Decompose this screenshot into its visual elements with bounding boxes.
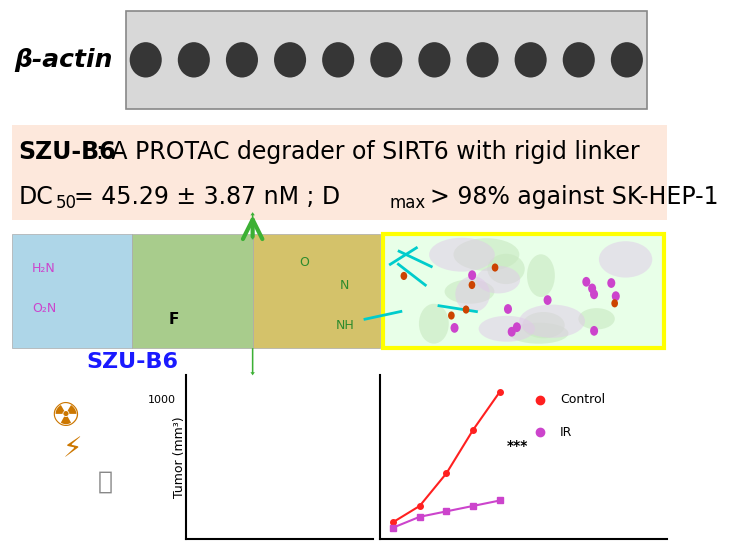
Ellipse shape [492,263,499,271]
Ellipse shape [509,323,568,344]
Text: max: max [390,194,426,212]
Ellipse shape [274,42,306,77]
Text: SZU-B6: SZU-B6 [19,140,116,164]
FancyBboxPatch shape [126,11,647,109]
Ellipse shape [504,304,512,314]
Text: DC: DC [19,184,53,208]
Ellipse shape [463,306,470,314]
Ellipse shape [468,270,476,280]
FancyBboxPatch shape [12,125,667,220]
Text: ☢: ☢ [50,400,80,432]
Ellipse shape [544,295,551,305]
Text: : A PROTAC degrader of SIRT6 with rigid linker: : A PROTAC degrader of SIRT6 with rigid … [95,140,639,164]
Text: NH: NH [336,319,355,332]
Ellipse shape [448,311,454,319]
Text: 💉: 💉 [98,469,113,493]
Ellipse shape [612,291,620,301]
Ellipse shape [454,238,519,271]
Ellipse shape [588,283,596,293]
Text: Tumor (mm³): Tumor (mm³) [172,416,186,498]
Ellipse shape [478,316,535,342]
Text: O₂N: O₂N [32,302,56,314]
Text: IR: IR [560,426,572,439]
Ellipse shape [599,241,652,277]
Ellipse shape [226,42,258,77]
Ellipse shape [590,289,598,299]
Ellipse shape [590,326,598,336]
Ellipse shape [608,278,615,288]
Text: = 45.29 ± 3.87 nM ; D: = 45.29 ± 3.87 nM ; D [74,184,340,208]
Ellipse shape [476,266,520,293]
Text: H₂N: H₂N [32,262,56,275]
Ellipse shape [611,299,618,307]
Text: N: N [340,279,349,292]
Ellipse shape [466,42,499,77]
Text: F: F [169,312,179,327]
Ellipse shape [429,238,495,271]
Text: β-actin: β-actin [14,48,112,72]
Ellipse shape [578,308,615,330]
Ellipse shape [513,322,520,332]
Text: SZU-B6: SZU-B6 [86,352,178,372]
FancyBboxPatch shape [12,234,132,348]
Ellipse shape [527,254,555,297]
Ellipse shape [522,312,565,338]
Ellipse shape [370,42,402,77]
Ellipse shape [508,327,516,337]
Ellipse shape [455,276,490,312]
FancyBboxPatch shape [383,234,664,348]
Ellipse shape [469,281,476,289]
Text: 50: 50 [56,194,76,212]
Ellipse shape [419,304,448,344]
Text: O: O [299,256,309,269]
Ellipse shape [488,254,525,284]
Ellipse shape [445,280,494,304]
Ellipse shape [610,42,643,77]
FancyBboxPatch shape [132,234,253,348]
Ellipse shape [419,42,451,77]
Ellipse shape [519,305,585,338]
Ellipse shape [130,42,162,77]
FancyBboxPatch shape [253,234,380,348]
Ellipse shape [178,42,210,77]
Ellipse shape [322,42,354,77]
Text: > 98% against SK-HEP-1: > 98% against SK-HEP-1 [430,184,718,208]
Text: ⚡: ⚡ [62,435,82,463]
Text: ***: *** [506,439,528,453]
Ellipse shape [562,42,595,77]
Ellipse shape [582,277,590,287]
Ellipse shape [400,272,407,280]
Text: Control: Control [560,393,605,406]
Text: 1000: 1000 [148,395,176,405]
Ellipse shape [514,42,547,77]
Ellipse shape [451,323,458,333]
